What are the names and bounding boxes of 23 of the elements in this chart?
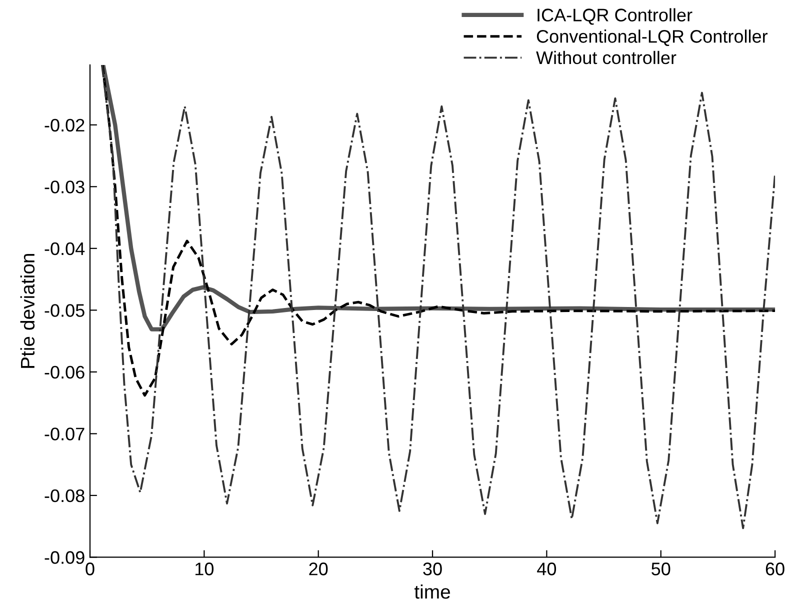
x-tick-label: 50 — [652, 562, 670, 576]
line-series — [101, 64, 776, 530]
y-tick-label: -0.05 — [44, 304, 84, 317]
line-series — [101, 64, 776, 332]
x-tick-label: 60 — [766, 562, 784, 576]
line-series — [101, 64, 776, 397]
legend-label: Conventional-LQR Controller — [536, 30, 768, 46]
y-tick-label: -0.09 — [44, 551, 84, 564]
x-tick-label: 10 — [196, 562, 214, 576]
y-tick-label: -0.04 — [44, 242, 85, 256]
x-tick-label: 20 — [309, 562, 328, 576]
y-tick-label: -0.08 — [44, 489, 84, 502]
x-tick-label: 40 — [537, 562, 556, 576]
legend-label: ICA-LQR Controller — [538, 8, 692, 25]
y-tick-label: -0.06 — [44, 366, 84, 379]
y-tick-label: -0.07 — [44, 428, 84, 440]
legend-label: Without controller — [536, 50, 676, 64]
x-tick-label: 30 — [423, 562, 442, 576]
x-tick-label: 0 — [86, 562, 94, 576]
y-tick-label: -0.02 — [44, 118, 84, 132]
y-tick-label: -0.03 — [44, 180, 84, 194]
x-axis-title: time — [414, 584, 450, 599]
y-axis-title: Ptie deviation — [20, 254, 35, 368]
